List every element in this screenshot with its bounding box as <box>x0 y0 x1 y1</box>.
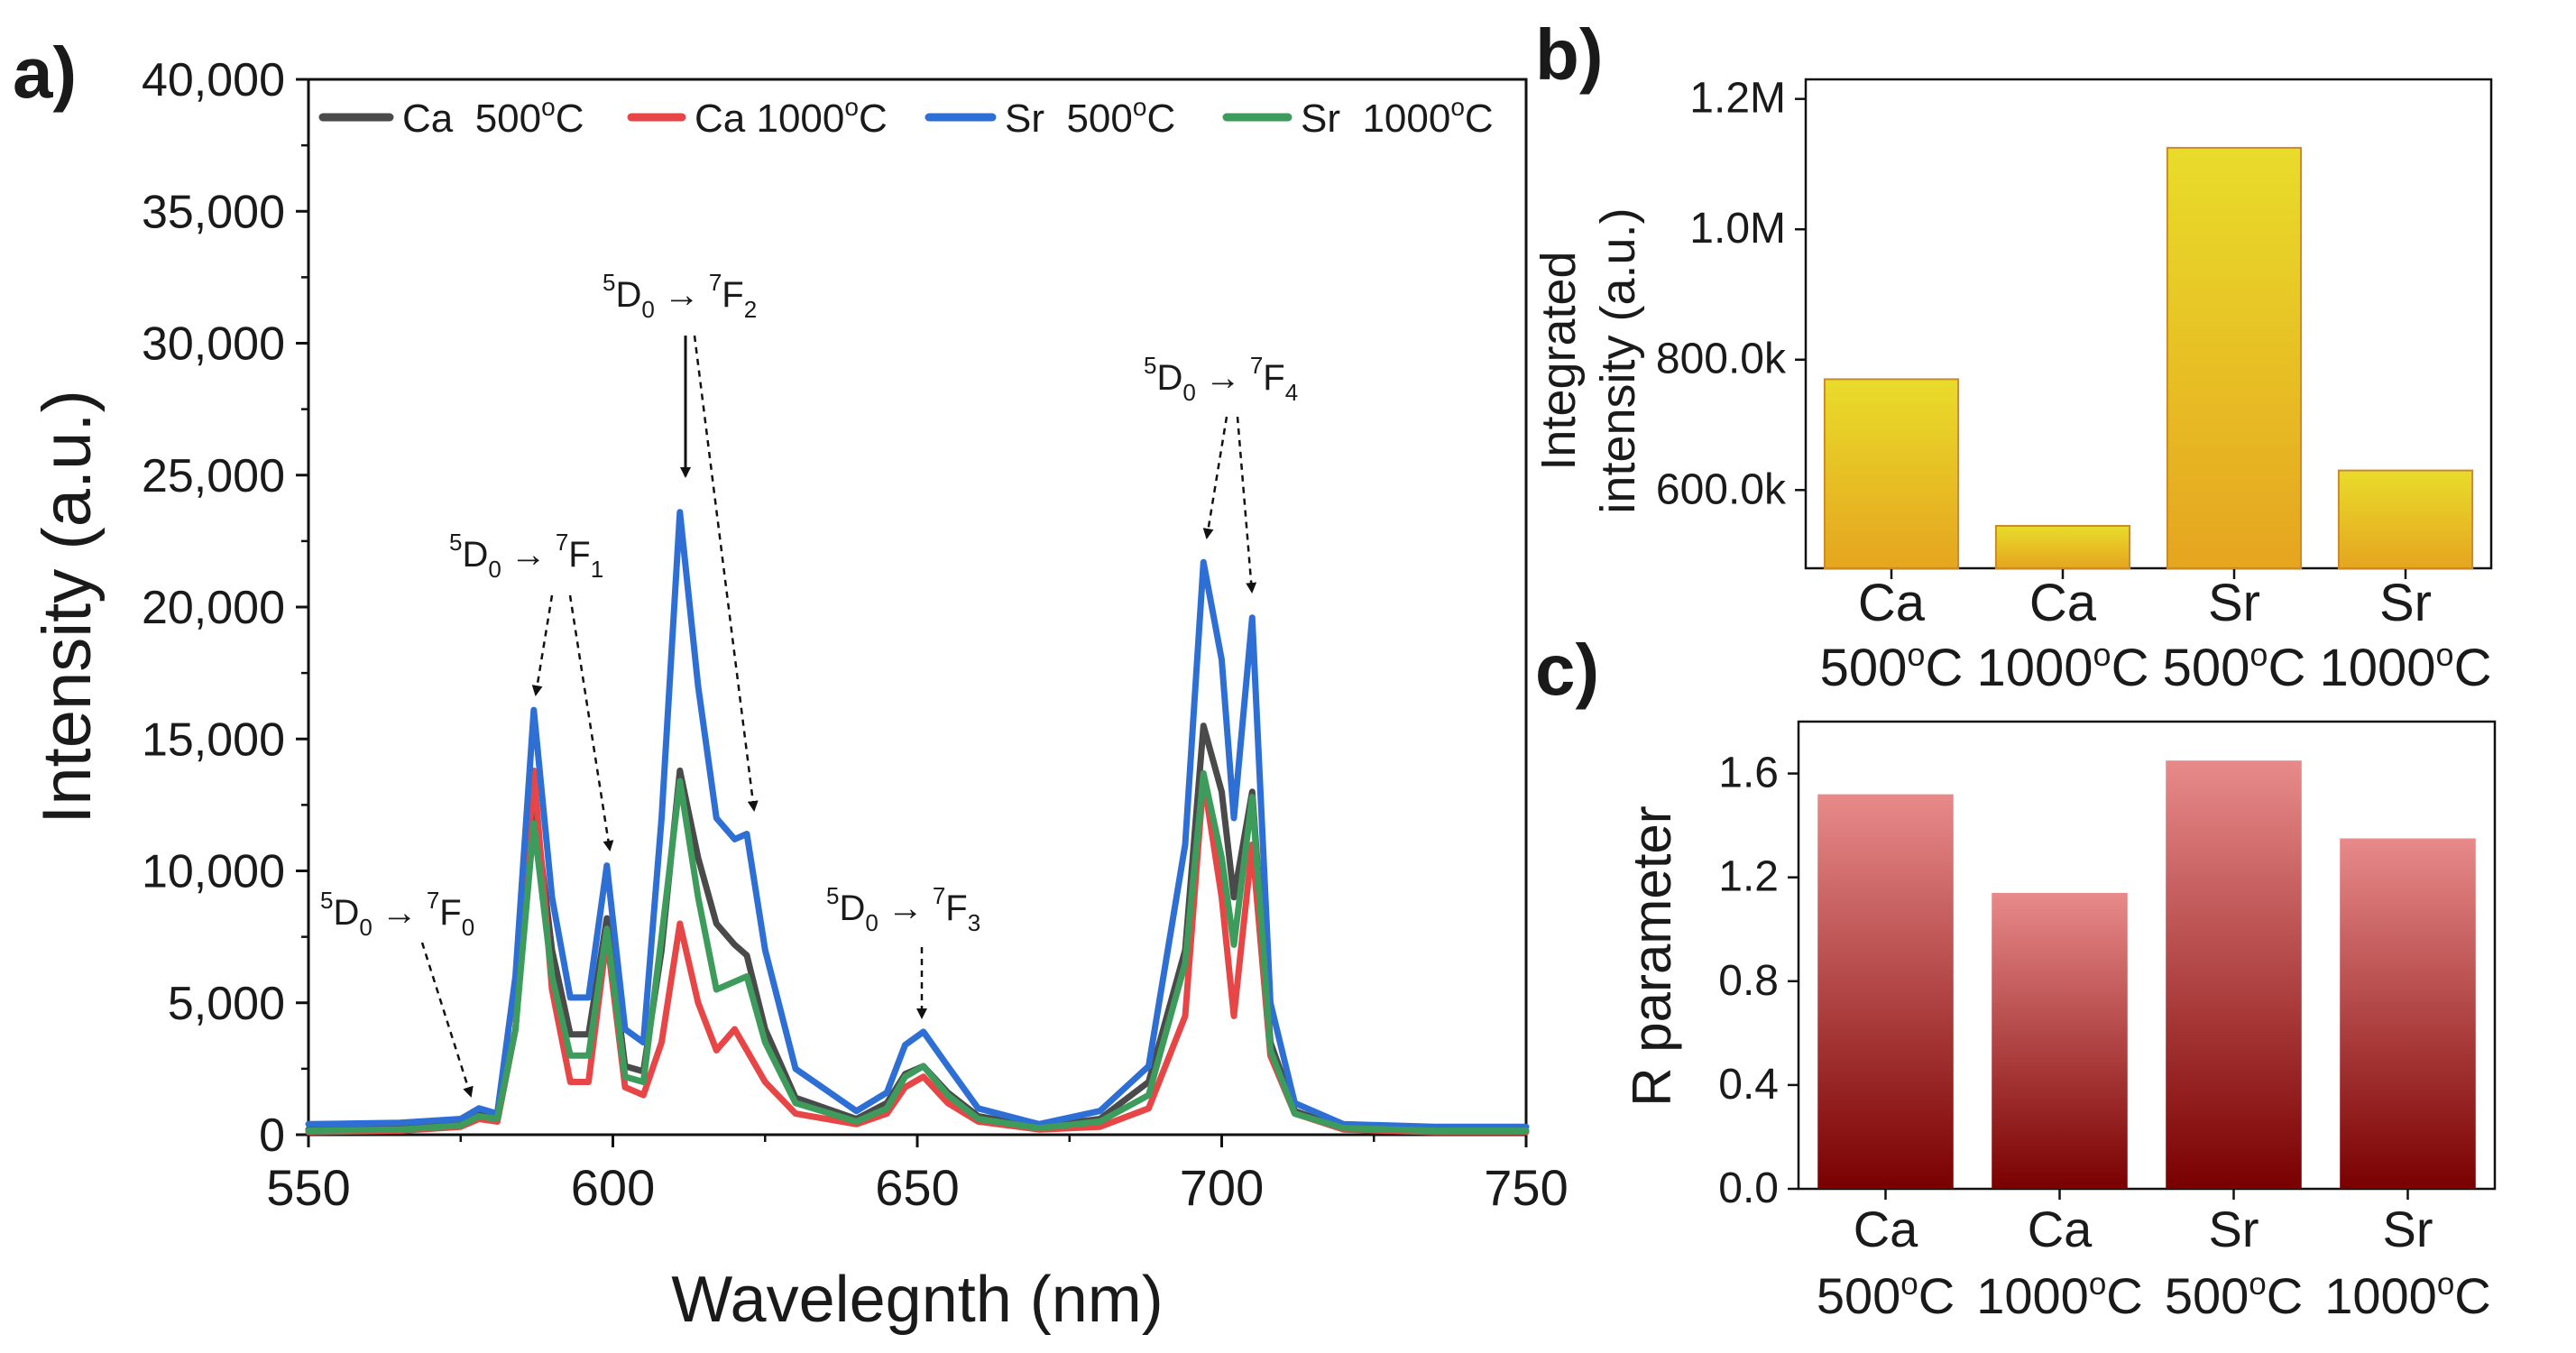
series-line-sr-500 <box>305 509 1530 1130</box>
legend-label-ca-1000: Ca 1000oC <box>695 93 888 141</box>
category-temp-label: 1000oC <box>2320 636 2492 697</box>
category-label: Ca <box>1858 574 1926 632</box>
bar-ca-500 <box>1823 378 1960 569</box>
panel-c: c) 0.0 0.4 0.8 1.2 1.6 Ca 500oC Ca 1000oC Sr 500o… <box>1535 630 2497 1324</box>
y-tick-label: 10,000 <box>142 846 285 898</box>
panel-a-series <box>305 509 1530 1136</box>
annotation-f0: 5D0 → 7F0 <box>320 887 474 941</box>
panel-c-label: c) <box>1535 630 1599 710</box>
category-label: Ca <box>2029 574 2097 632</box>
y-tick-label: 40,000 <box>142 54 285 106</box>
category-temp-label: 1000oC <box>2324 1266 2491 1324</box>
annotation-f1: 5D0 → 7F1 <box>449 529 603 583</box>
legend-label-sr-1000: Sr 1000oC <box>1301 93 1494 141</box>
panel-a-axes: 550 600 650 700 750 0 5,000 10,000 15,000 20,000 2… <box>142 54 1569 1216</box>
category-label: Sr <box>2208 574 2260 632</box>
y-tick-label: 0.0 <box>1718 1164 1779 1212</box>
y-tick-label: 0.8 <box>1718 957 1779 1005</box>
y-tick-label: 30,000 <box>142 318 285 371</box>
bar-ca-1000 <box>1992 892 2128 1189</box>
annotation-f1-arrow-b <box>568 594 614 851</box>
panel-a-label: a) <box>13 32 77 113</box>
annotation-f4-arrow-b <box>1236 416 1257 594</box>
annotation-f1-arrow-a <box>531 594 554 696</box>
panel-b-label: b) <box>1535 14 1604 95</box>
legend-item-ca-500: Ca 500oC <box>318 93 584 141</box>
bar-sr-500 <box>2166 760 2302 1189</box>
bar-sr-1000 <box>2340 838 2476 1189</box>
panel-c-ylabel: R parameter <box>1622 805 1682 1106</box>
annotation-f0-arrow <box>420 942 474 1098</box>
y-tick-label: 1.2 <box>1718 853 1779 901</box>
category-label: Ca <box>2028 1201 2093 1257</box>
legend: Ca 500oC Ca 1000oC Sr 500oC Sr 1000oC <box>318 93 1494 141</box>
panel-a-xlabel: Wavelegnth (nm) <box>671 1264 1164 1336</box>
x-tick-label: 700 <box>1180 1159 1264 1216</box>
bar-ca-500 <box>1817 794 1954 1189</box>
annotation-f3: 5D0 → 7F3 <box>826 882 980 936</box>
y-tick-label: 25,000 <box>142 450 285 502</box>
panel-b-frame <box>1804 78 2493 570</box>
y-tick-label: 1.2M <box>1689 75 1786 123</box>
category-temp-label: 500oC <box>1817 1266 1955 1324</box>
panel-b-axes: 600.0k 800.0k 1.0M 1.2M <box>1656 75 2407 579</box>
annotation-f4: 5D0 → 7F4 <box>1144 352 1298 406</box>
x-tick-label: 600 <box>571 1159 655 1216</box>
bar-sr-1000 <box>2337 469 2474 569</box>
annotation-f2: 5D0 → 7F2 <box>603 269 757 323</box>
panel-a: a) 550 600 650 700 750 0 5,000 10,000 15,000 20,0… <box>13 32 1569 1336</box>
panel-c-frame <box>1797 720 2497 1191</box>
y-tick-label: 15,000 <box>142 713 285 766</box>
y-tick-label: 1.6 <box>1718 750 1779 797</box>
annotations: 5D0 → 7F0 5D0 → 7F1 5D0 → 7F2 5D0 → 7F3 5D0 → 7F <box>320 269 1298 1098</box>
category-temp-label: 500oC <box>1820 636 1964 697</box>
panel-c-categories: Ca 500oC Ca 1000oC Sr 500oC Sr 1000oC <box>1817 1201 2491 1324</box>
y-tick-label: 35,000 <box>142 186 285 238</box>
x-tick-label: 550 <box>266 1159 350 1216</box>
y-tick-label: 5,000 <box>168 978 285 1030</box>
category-temp-label: 500oC <box>2163 636 2306 697</box>
category-temp-label: 1000oC <box>1976 1266 2143 1324</box>
series-line-ca-1000 <box>305 767 1530 1136</box>
y-tick-label: 800.0k <box>1656 336 1787 383</box>
legend-item-sr-1000: Sr 1000oC <box>1222 93 1494 141</box>
legend-item-sr-500: Sr 500oC <box>925 93 1175 141</box>
legend-item-ca-1000: Ca 1000oC <box>627 93 888 141</box>
panel-a-ylabel: Intensity (a.u.) <box>29 390 106 824</box>
category-label: Sr <box>2383 1201 2433 1257</box>
category-temp-label: 1000oC <box>1977 636 2149 697</box>
y-tick-label: 0.4 <box>1718 1061 1779 1109</box>
y-tick-label: 1.0M <box>1689 205 1786 253</box>
legend-label-sr-500: Sr 500oC <box>1005 93 1175 141</box>
annotation-f2-arrow-b <box>693 335 759 812</box>
category-temp-label: 500oC <box>2165 1266 2303 1324</box>
panel-b-ylabel-line1: Integrated <box>1532 251 1586 470</box>
x-tick-label: 750 <box>1484 1159 1568 1216</box>
panel-a-frame <box>307 78 1528 1137</box>
y-tick-label: 20,000 <box>142 582 285 634</box>
panel-c-axes: 0.0 0.4 0.8 1.2 1.6 <box>1718 750 2409 1212</box>
panel-b-ylabel-line2: intensity (a.u.) <box>1591 207 1645 513</box>
annotation-f4-arrow-a <box>1202 416 1228 539</box>
category-label: Sr <box>2379 574 2432 632</box>
category-label: Sr <box>2209 1201 2259 1257</box>
category-label: Ca <box>1854 1201 1918 1257</box>
y-tick-label: 600.0k <box>1656 465 1787 513</box>
panel-b-bars <box>1823 146 2474 570</box>
series-line-sr-1000 <box>305 769 1530 1135</box>
panel-c-bars <box>1817 760 2476 1189</box>
legend-label-ca-500: Ca 500oC <box>402 93 584 141</box>
bar-sr-500 <box>2166 146 2303 569</box>
y-tick-label: 0 <box>259 1109 285 1162</box>
bar-ca-1000 <box>1994 525 2131 570</box>
x-tick-label: 650 <box>875 1159 959 1216</box>
